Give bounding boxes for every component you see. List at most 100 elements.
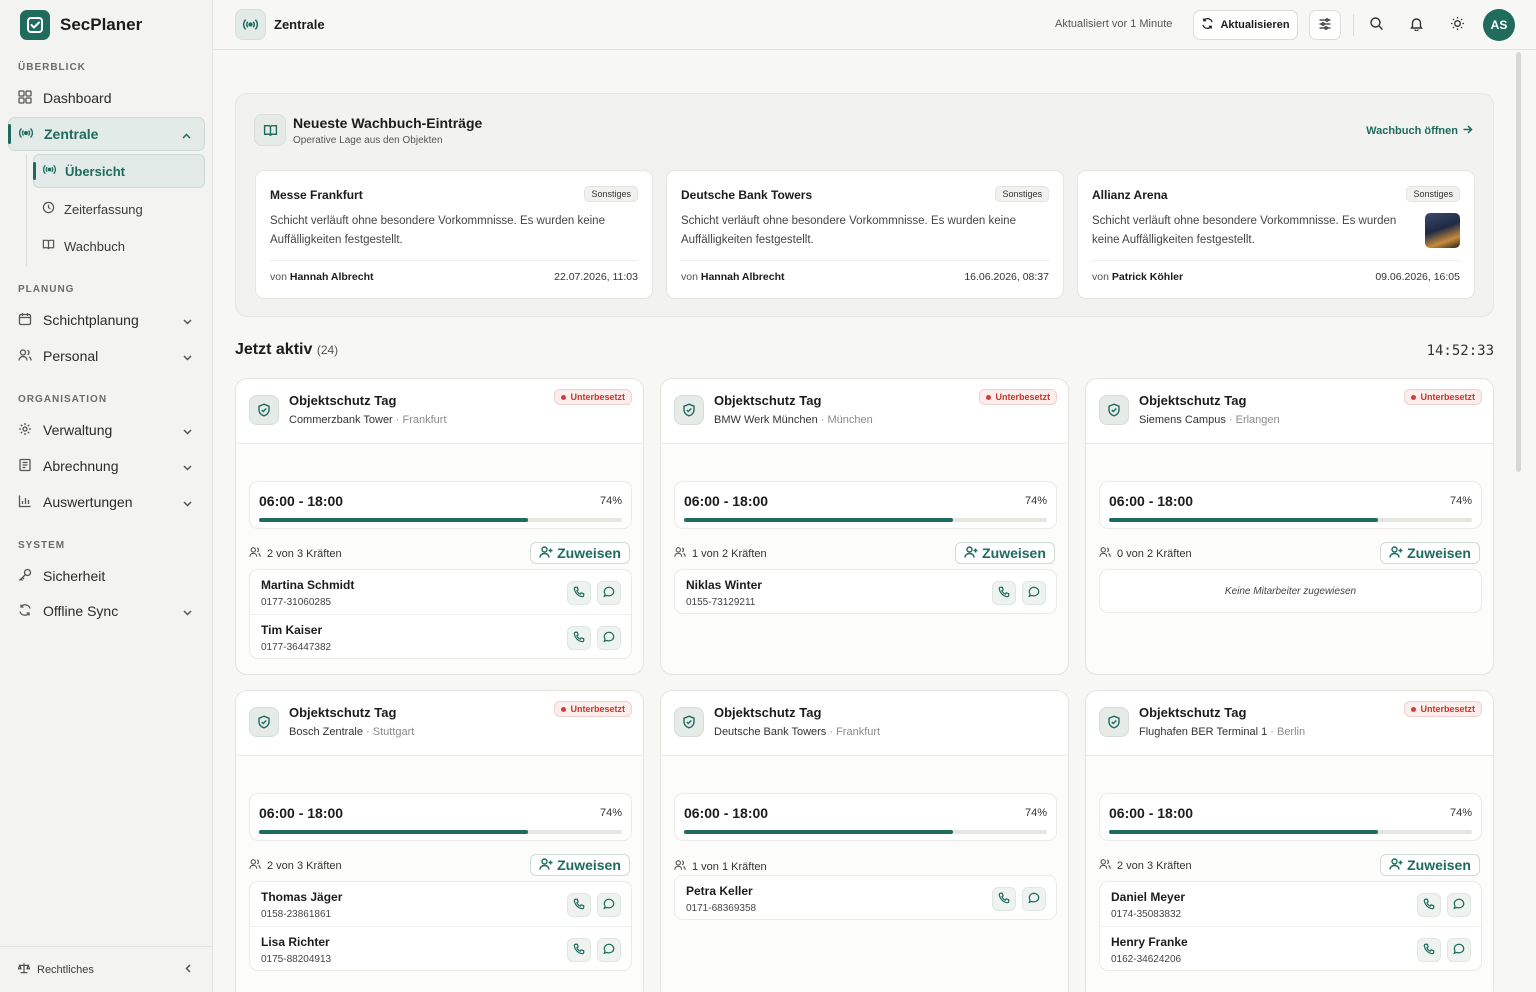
entry-photo-thumbnail[interactable]	[1425, 213, 1460, 248]
shift-card[interactable]: Objektschutz Tag Commerzbank Tower · Fran…	[235, 378, 644, 675]
call-button[interactable]	[1417, 938, 1441, 962]
sidebar-item-offline-sync[interactable]: Offline Sync	[8, 594, 205, 628]
active-section-title: Jetzt aktiv (24)	[235, 341, 338, 359]
call-button[interactable]	[567, 581, 591, 605]
sidebar-subitem-uebersicht[interactable]: Übersicht	[33, 154, 205, 188]
scrollbar[interactable]	[1516, 52, 1521, 472]
wachbuch-entry-card[interactable]: Deutsche Bank Towers Sonstiges Schicht v…	[666, 170, 1064, 299]
sidebar-item-personal[interactable]: Personal	[8, 339, 205, 373]
shift-card[interactable]: Objektschutz Tag Siemens Campus · Erlange…	[1085, 378, 1494, 675]
shift-progress-percent: 74%	[1449, 495, 1472, 507]
shift-time-box: 06:00 - 18:00 74%	[249, 793, 632, 841]
status-badge-label: Unterbesetzt	[995, 392, 1050, 402]
section-label-overview: ÜBERBLICK	[18, 62, 86, 73]
phone-icon	[573, 898, 585, 913]
chevron-up-icon	[181, 129, 192, 145]
active-count: (24)	[316, 343, 339, 357]
staff-phone: 0158-23861861	[261, 909, 332, 920]
shift-card[interactable]: Objektschutz Tag Flughafen BER Terminal 1…	[1085, 690, 1494, 992]
shift-card[interactable]: Objektschutz Tag Deutsche Bank Towers · F…	[660, 690, 1069, 992]
assign-button[interactable]: Zuweisen	[530, 854, 630, 876]
sidebar-item-zentrale[interactable]: Zentrale	[8, 117, 205, 151]
shift-card-header: Objektschutz Tag Deutsche Bank Towers · F…	[661, 691, 1068, 756]
call-button[interactable]	[567, 626, 591, 650]
legal-link[interactable]: Rechtliches	[37, 963, 94, 976]
app-name: SecPlaner	[60, 15, 143, 34]
sidebar-item-label: Auswertungen	[43, 494, 133, 510]
book-icon	[42, 238, 55, 254]
call-button[interactable]	[567, 938, 591, 962]
chevron-down-icon	[182, 496, 193, 512]
sidebar-subitem-zeiterfassung[interactable]: Zeiterfassung	[33, 192, 205, 226]
search-icon[interactable]	[1369, 16, 1384, 34]
shift-progress-percent: 74%	[599, 807, 622, 819]
staff-name: Lisa Richter	[261, 935, 330, 949]
book-icon	[254, 114, 286, 146]
entry-tag: Sonstiges	[995, 186, 1049, 202]
user-plus-icon	[1389, 545, 1403, 562]
shield-check-icon	[1099, 395, 1129, 425]
assign-button[interactable]: Zuweisen	[955, 542, 1055, 564]
entry-author: Patrick Köhler	[1111, 271, 1184, 283]
shift-title: Objektschutz Tag	[289, 705, 397, 720]
sidebar-item-sicherheit[interactable]: Sicherheit	[8, 559, 205, 593]
gear-icon	[18, 422, 32, 439]
key-icon	[18, 568, 32, 585]
assign-label: Zuweisen	[1407, 857, 1471, 873]
sidebar-item-auswertungen[interactable]: Auswertungen	[8, 485, 205, 519]
entry-object: Deutsche Bank Towers	[681, 188, 813, 202]
staff-list: Niklas Winter 0155-73129211	[674, 569, 1057, 614]
shift-time: 06:00 - 18:00	[1109, 805, 1194, 821]
message-button[interactable]	[597, 938, 621, 962]
shift-location: Bosch Zentrale · Stuttgart	[289, 726, 414, 738]
assign-button[interactable]: Zuweisen	[1380, 542, 1480, 564]
sidebar-subitem-wachbuch[interactable]: Wachbuch	[33, 229, 205, 263]
message-button[interactable]	[1022, 887, 1046, 911]
assign-label: Zuweisen	[557, 857, 621, 873]
call-button[interactable]	[992, 581, 1016, 605]
collapse-sidebar-icon[interactable]	[183, 963, 194, 977]
live-clock: 14:52:33	[1426, 343, 1494, 359]
sidebar-item-verwaltung[interactable]: Verwaltung	[8, 413, 205, 447]
divider	[681, 260, 1049, 261]
phone-icon	[998, 586, 1010, 601]
receipt-icon	[18, 458, 32, 475]
message-button[interactable]	[597, 893, 621, 917]
brand[interactable]: SecPlaner	[20, 10, 142, 40]
bell-icon[interactable]	[1409, 16, 1424, 34]
sun-icon[interactable]	[1450, 16, 1465, 34]
filter-button[interactable]	[1309, 10, 1341, 40]
message-button[interactable]	[1447, 893, 1471, 917]
sidebar-item-label: Zentrale	[44, 126, 99, 142]
phone-icon	[573, 943, 585, 958]
avatar[interactable]: AS	[1483, 9, 1515, 41]
shift-card[interactable]: Objektschutz Tag Bosch Zentrale · Stuttga…	[235, 690, 644, 992]
staff-phone: 0177-36447382	[261, 642, 332, 653]
status-dot	[1411, 394, 1417, 400]
assign-button[interactable]: Zuweisen	[1380, 854, 1480, 876]
call-button[interactable]	[1417, 893, 1441, 917]
status-badge-label: Unterbesetzt	[1420, 392, 1475, 402]
sidebar-item-abrechnung[interactable]: Abrechnung	[8, 449, 205, 483]
message-button[interactable]	[597, 581, 621, 605]
open-wachbuch-link[interactable]: Wachbuch öffnen	[1366, 124, 1473, 138]
call-button[interactable]	[567, 893, 591, 917]
wachbuch-entry-card[interactable]: Messe Frankfurt Sonstiges Schicht verläu…	[255, 170, 653, 299]
shift-time: 06:00 - 18:00	[684, 493, 769, 509]
sidebar-item-dashboard[interactable]: Dashboard	[8, 81, 205, 115]
sidebar-item-label: Zeiterfassung	[64, 201, 143, 217]
shift-card[interactable]: Objektschutz Tag BMW Werk München · Münch…	[660, 378, 1069, 675]
entry-text: Schicht verläuft ohne besondere Vorkommn…	[270, 215, 605, 246]
assign-button[interactable]: Zuweisen	[530, 542, 630, 564]
refresh-button[interactable]: Aktualisieren	[1193, 10, 1298, 40]
staff-row: Tim Kaiser 0177-36447382	[250, 615, 631, 660]
sidebar-item-schichtplanung[interactable]: Schichtplanung	[8, 303, 205, 337]
message-button[interactable]	[1022, 581, 1046, 605]
message-button[interactable]	[1447, 938, 1471, 962]
staff-name: Henry Franke	[1111, 935, 1188, 949]
shift-location: Commerzbank Tower · Frankfurt	[289, 414, 447, 426]
wachbuch-entry-card[interactable]: Allianz Arena Sonstiges Schicht verläuft…	[1077, 170, 1475, 299]
call-button[interactable]	[992, 887, 1016, 911]
shift-location: Flughafen BER Terminal 1 · Berlin	[1139, 726, 1305, 738]
message-button[interactable]	[597, 626, 621, 650]
